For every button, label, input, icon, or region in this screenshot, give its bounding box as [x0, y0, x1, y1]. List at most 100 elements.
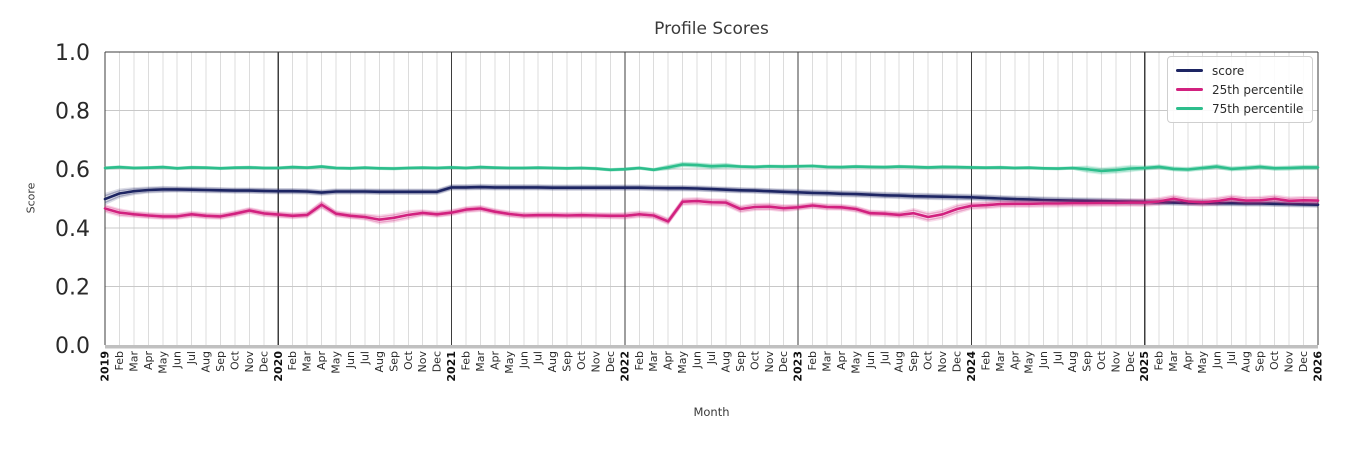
month-tick-label: Nov	[1283, 351, 1296, 373]
month-tick-label: Nov	[243, 351, 256, 373]
month-tick-label: Apr	[835, 351, 848, 371]
month-tick-label: Jul	[358, 351, 371, 365]
series-line-75th-percentile	[103, 163, 1320, 173]
month-tick-label: Oct	[402, 350, 415, 370]
legend-line-swatch	[1176, 87, 1203, 92]
month-tick-label: Jun	[1037, 351, 1050, 369]
month-tick-label: Jun	[517, 351, 530, 369]
month-tick-label: Dec	[431, 351, 444, 372]
month-tick-label: Jun	[344, 351, 357, 369]
year-tick-label: 2021	[445, 351, 458, 382]
year-tick-label: 2020	[272, 351, 285, 382]
month-tick-label: Sep	[561, 351, 574, 372]
month-tick-label: May	[1023, 351, 1036, 374]
month-tick-label: Mar	[1167, 351, 1180, 372]
series-band-75th-percentile	[105, 161, 1318, 175]
month-tick-label: Sep	[1254, 351, 1267, 372]
month-tick-label: Feb	[806, 351, 819, 370]
year-tick-label: 2023	[792, 351, 805, 382]
x-axis-label: Month	[693, 405, 730, 419]
month-tick-label: Jul	[1052, 351, 1065, 365]
year-tick-label: 2022	[618, 351, 631, 382]
month-tick-label: Jun	[691, 351, 704, 369]
month-tick-label: Feb	[1153, 351, 1166, 370]
month-tick-label: Sep	[1081, 351, 1094, 372]
y-tick-label: 0.8	[55, 100, 90, 125]
legend-label: 25th percentile	[1212, 82, 1304, 97]
legend: score 25th percentile 75th percentile	[1167, 56, 1313, 123]
month-tick-label: Feb	[979, 351, 992, 370]
month-tick-label: Mar	[474, 351, 487, 372]
month-tick-label: May	[503, 351, 516, 374]
month-tick-label: Aug	[719, 351, 732, 372]
month-tick-label: Jul	[532, 351, 545, 365]
month-tick-label: Nov	[936, 351, 949, 373]
month-tick-label: Oct	[748, 350, 761, 370]
month-tick-label: Dec	[1297, 351, 1310, 372]
month-tick-label: Dec	[257, 351, 270, 372]
legend-line-swatch	[1176, 68, 1203, 73]
month-tick-label: Aug	[373, 351, 386, 372]
month-tick-label: Feb	[113, 351, 126, 370]
month-tick-label: Apr	[315, 351, 328, 371]
y-tick-label: 1.0	[55, 41, 90, 66]
chart-title: Profile Scores	[654, 19, 769, 39]
month-tick-label: Jul	[878, 351, 891, 365]
y-tick-label: 0.4	[55, 217, 90, 242]
series-band-25th-percentile	[105, 194, 1318, 226]
month-tick-label: Apr	[1182, 351, 1195, 371]
month-tick-label: May	[849, 351, 862, 374]
month-tick-label: Mar	[647, 351, 660, 372]
month-tick-label: Feb	[286, 351, 299, 370]
month-tick-label: Jul	[705, 351, 718, 365]
month-tick-label: Feb	[633, 351, 646, 370]
month-tick-label: Jul	[185, 351, 198, 365]
month-tick-label: Dec	[1124, 351, 1137, 372]
y-tick-label: 0.6	[55, 158, 90, 183]
month-tick-label: Sep	[734, 351, 747, 372]
year-tick-label: 2026	[1312, 351, 1325, 382]
month-tick-label: May	[156, 351, 169, 374]
legend-label: score	[1212, 63, 1245, 78]
month-tick-label: Aug	[200, 351, 213, 372]
month-tick-label: Dec	[777, 351, 790, 372]
month-tick-label: Jul	[1225, 351, 1238, 365]
month-tick-label: May	[330, 351, 343, 374]
month-tick-label: Oct	[229, 350, 242, 370]
month-tick-label: Apr	[1008, 351, 1021, 371]
legend-line-swatch	[1176, 106, 1203, 111]
month-tick-label: Jun	[171, 351, 184, 369]
month-tick-label: Apr	[662, 351, 675, 371]
month-tick-label: Nov	[416, 351, 429, 373]
month-tick-label: Sep	[907, 351, 920, 372]
series-strand-25th-percentile	[104, 195, 1319, 220]
y-tick-label: 0.0	[55, 334, 90, 359]
month-tick-label: Mar	[301, 351, 314, 372]
month-tick-label: Dec	[604, 351, 617, 372]
month-tick-label: Jun	[864, 351, 877, 369]
month-tick-label: Oct	[1268, 350, 1281, 370]
year-tick-label: 2024	[965, 351, 978, 382]
month-tick-label: Nov	[1109, 351, 1122, 373]
series-strand-25th-percentile	[104, 200, 1319, 225]
month-tick-label: Apr	[142, 351, 155, 371]
year-tick-label: 2019	[99, 351, 112, 382]
month-tick-label: Feb	[460, 351, 473, 370]
legend-item-75th-percentile: 75th percentile	[1176, 101, 1304, 116]
month-tick-label: Nov	[763, 351, 776, 373]
month-tick-label: Dec	[951, 351, 964, 372]
month-tick-label: Oct	[1095, 350, 1108, 370]
month-tick-label: May	[1196, 351, 1209, 374]
series-band-score	[105, 183, 1318, 208]
series-strand-score	[104, 184, 1319, 204]
legend-label: 75th percentile	[1212, 101, 1304, 116]
y-tick-label: 0.2	[55, 275, 90, 300]
series-line-score	[103, 185, 1320, 206]
month-tick-label: Apr	[488, 351, 501, 371]
month-tick-label: Aug	[546, 351, 559, 372]
month-tick-label: Nov	[590, 351, 603, 373]
month-tick-label: Sep	[214, 351, 227, 372]
year-tick-label: 2025	[1138, 351, 1151, 382]
